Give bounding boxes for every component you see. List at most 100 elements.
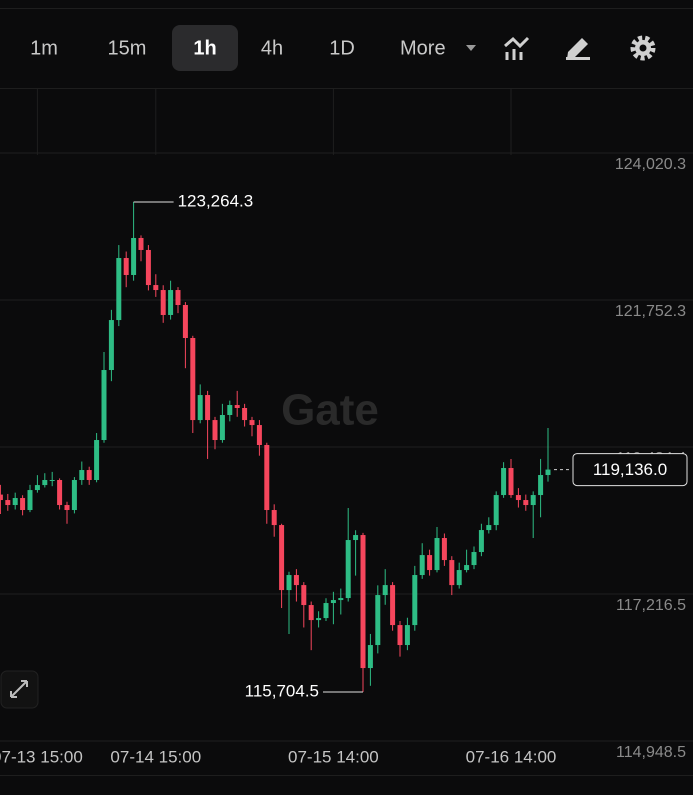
candle-body xyxy=(515,495,521,501)
candle-body xyxy=(279,525,285,591)
candle-body xyxy=(508,468,514,496)
candle-body xyxy=(20,498,26,511)
candle-body xyxy=(197,395,203,421)
candle-body xyxy=(367,645,373,669)
candle-body xyxy=(123,258,129,275)
annotation-label: 115,704.5 xyxy=(245,681,319,700)
interval-button[interactable]: 15m xyxy=(108,37,147,59)
candle-body xyxy=(94,440,100,481)
toolbar: 1m 15m 1h 4h 1D More xyxy=(30,25,476,71)
interval-button[interactable]: 4h xyxy=(261,37,283,59)
candle-body xyxy=(227,405,233,415)
candle-body xyxy=(493,495,499,526)
candle-body xyxy=(545,469,551,476)
candle-body xyxy=(397,625,403,646)
candle-body xyxy=(375,595,381,646)
candle-body xyxy=(160,290,166,315)
expand-arrows xyxy=(10,680,28,698)
candle-body xyxy=(27,490,33,511)
candle-body xyxy=(427,555,433,571)
candle-body xyxy=(234,405,240,408)
candle-body xyxy=(345,540,351,599)
candle-body xyxy=(5,500,11,506)
candle-body xyxy=(412,575,418,626)
interval-button[interactable]: 1h xyxy=(172,25,238,71)
watermark: Gate xyxy=(281,386,379,435)
interval-label: 1D xyxy=(329,37,355,59)
candle-body xyxy=(264,445,270,511)
candle-body xyxy=(168,290,174,315)
settings-icon[interactable] xyxy=(630,35,656,61)
candle-body xyxy=(382,585,388,596)
candle-body xyxy=(116,258,122,321)
candle-body xyxy=(79,470,85,481)
candle-body xyxy=(456,570,462,586)
candle-body xyxy=(390,585,396,626)
candle-body xyxy=(242,407,248,421)
candle-body xyxy=(441,538,447,561)
candle-body xyxy=(293,575,299,586)
x-tick-label: 07-15 14:00 xyxy=(288,747,379,766)
candle-body xyxy=(86,470,92,481)
interval-label: 15m xyxy=(108,37,147,59)
candle-body xyxy=(523,500,529,506)
indicator-icon[interactable] xyxy=(504,36,530,60)
candle-body xyxy=(71,480,77,511)
candle-body xyxy=(153,285,159,291)
candle-body xyxy=(464,565,470,571)
candle-body xyxy=(360,535,366,669)
interval-button[interactable]: 1D xyxy=(329,37,355,59)
candle-body xyxy=(108,320,114,371)
y-tick-label: 121,752.3 xyxy=(615,303,686,320)
pen-shape xyxy=(567,38,588,59)
candle-body xyxy=(419,555,425,576)
candle-body xyxy=(182,305,188,338)
interval-label: 1m xyxy=(30,37,58,59)
draw-icon[interactable] xyxy=(566,38,590,60)
more-button[interactable]: More xyxy=(400,37,476,59)
candle-body xyxy=(330,600,336,604)
more-caret xyxy=(466,45,476,51)
candle-body xyxy=(131,237,137,275)
candle-body xyxy=(434,538,440,571)
interval-button[interactable]: 1m xyxy=(30,37,58,59)
y-tick-label: 114,948.5 xyxy=(616,744,686,761)
y-tick-label: 117,216.5 xyxy=(616,597,686,614)
candle-body xyxy=(190,337,196,421)
candle-body xyxy=(471,552,477,566)
candle-body xyxy=(57,480,63,506)
candle-body xyxy=(538,475,544,496)
candle-body xyxy=(49,480,55,482)
pen-base xyxy=(566,57,590,60)
x-tick-label: 07-14 15:00 xyxy=(110,747,201,766)
expand-button[interactable] xyxy=(0,670,39,709)
candle-body xyxy=(138,237,144,250)
candle-body xyxy=(338,598,344,601)
candle-body xyxy=(249,420,255,426)
candle-body xyxy=(308,605,314,621)
candle-body xyxy=(175,290,181,306)
candle-body xyxy=(323,603,329,619)
candle-body xyxy=(12,498,18,506)
candle-body xyxy=(271,510,277,526)
candle-body xyxy=(353,535,359,541)
last-price-box xyxy=(572,453,688,487)
candle-body xyxy=(286,575,292,591)
candle-body xyxy=(449,560,455,586)
candle-body xyxy=(316,618,322,621)
plot: 114,948.5117,216.5119,484.4121,752.3124,… xyxy=(0,88,693,766)
candle-body xyxy=(42,480,48,486)
candle-body xyxy=(101,370,107,441)
candle-body xyxy=(205,395,211,421)
candle-body xyxy=(0,494,3,501)
candle-body xyxy=(256,425,262,446)
indicator-line xyxy=(504,36,530,49)
interval-label: 1h xyxy=(193,37,216,59)
active-highlight xyxy=(172,25,238,71)
y-tick-label: 124,020.3 xyxy=(615,156,686,173)
candle-body xyxy=(478,530,484,553)
candle-body xyxy=(219,414,225,441)
interval-label: 4h xyxy=(261,37,283,59)
last-price-label: 119,136.0 xyxy=(593,460,667,479)
